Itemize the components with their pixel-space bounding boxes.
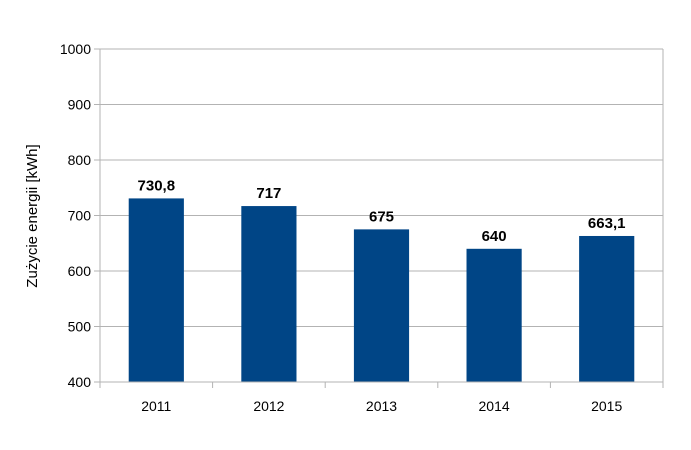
x-tick-label: 2012 [253,398,284,414]
axes [94,49,664,388]
bar [353,229,410,382]
data-label: 717 [256,185,281,202]
bar [579,235,635,382]
y-tick-label: 600 [68,263,92,279]
y-tick-label: 800 [68,152,92,168]
x-tick-label: 2015 [591,398,622,414]
labels: 400 500 600 700 800 900 1000 730,8 2011 717 2012 67… [60,41,626,414]
y-tick-label: 900 [68,97,92,113]
data-label: 640 [482,228,507,245]
bar [128,198,184,382]
y-tick-label: 400 [68,374,92,390]
y-tick-label: 700 [68,208,92,224]
x-tick-label: 2013 [366,398,397,414]
data-label: 730,8 [138,177,176,194]
data-label: 675 [369,208,394,225]
data-label: 663,1 [588,215,626,232]
y-tick-label: 500 [68,319,92,335]
x-tick-label: 2011 [141,398,171,414]
y-tick-label: 1000 [60,41,91,57]
bars [128,198,635,382]
y-axis-label: Zużycie energii [kWh] [24,144,41,287]
bar [466,248,522,382]
bar [241,206,297,382]
x-tick-label: 2014 [479,398,510,414]
